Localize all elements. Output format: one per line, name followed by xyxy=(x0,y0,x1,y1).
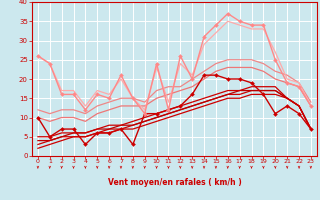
X-axis label: Vent moyen/en rafales ( km/h ): Vent moyen/en rafales ( km/h ) xyxy=(108,178,241,187)
